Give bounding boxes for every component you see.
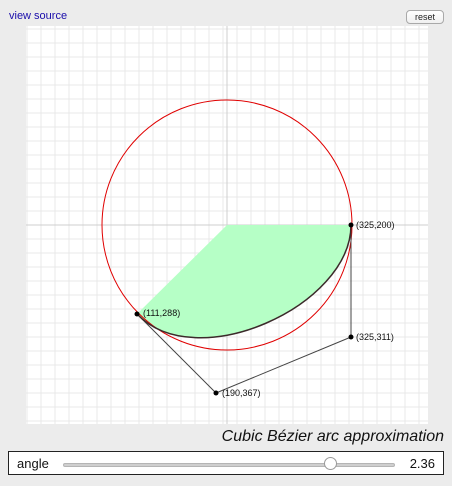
control-polygon	[136, 225, 352, 394]
control-point-2-handle[interactable]	[348, 334, 354, 340]
reset-button[interactable]: reset	[406, 10, 444, 24]
angle-slider-track[interactable]	[63, 463, 395, 467]
angle-control: angle 2.36	[8, 451, 444, 475]
figure-caption: Cubic Bézier arc approximation	[221, 428, 444, 445]
start-point-label: (111,288)	[143, 308, 180, 318]
control-point-1-label: (190,367)	[222, 388, 261, 398]
bezier-arc	[136, 224, 352, 339]
angle-value: 2.36	[409, 456, 435, 471]
end-point-label: (325,200)	[356, 220, 395, 230]
angle-slider-thumb[interactable]	[324, 457, 338, 470]
end-point-handle[interactable]	[348, 222, 354, 228]
drawing-canvas[interactable]: (325,200) (325,311) (190,367) (111,288)	[26, 26, 428, 424]
start-point-handle[interactable]	[134, 311, 140, 317]
angle-label: angle	[17, 456, 49, 471]
view-source-link[interactable]: view source	[9, 10, 68, 22]
sector-fill	[137, 225, 351, 338]
control-point-2-label: (325,311)	[356, 332, 394, 342]
control-point-1-handle[interactable]	[213, 390, 219, 396]
bezier-canvas-svg: (325,200) (325,311) (190,367) (111,288)	[26, 26, 428, 424]
